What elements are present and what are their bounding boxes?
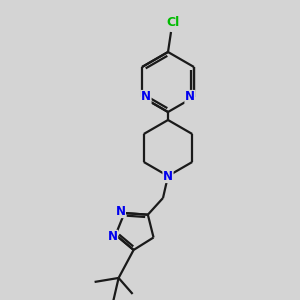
Text: N: N [116,205,125,218]
Text: N: N [108,230,118,243]
Text: Cl: Cl [167,16,180,29]
Text: N: N [185,91,195,103]
Text: N: N [141,91,151,103]
Text: N: N [163,169,173,182]
